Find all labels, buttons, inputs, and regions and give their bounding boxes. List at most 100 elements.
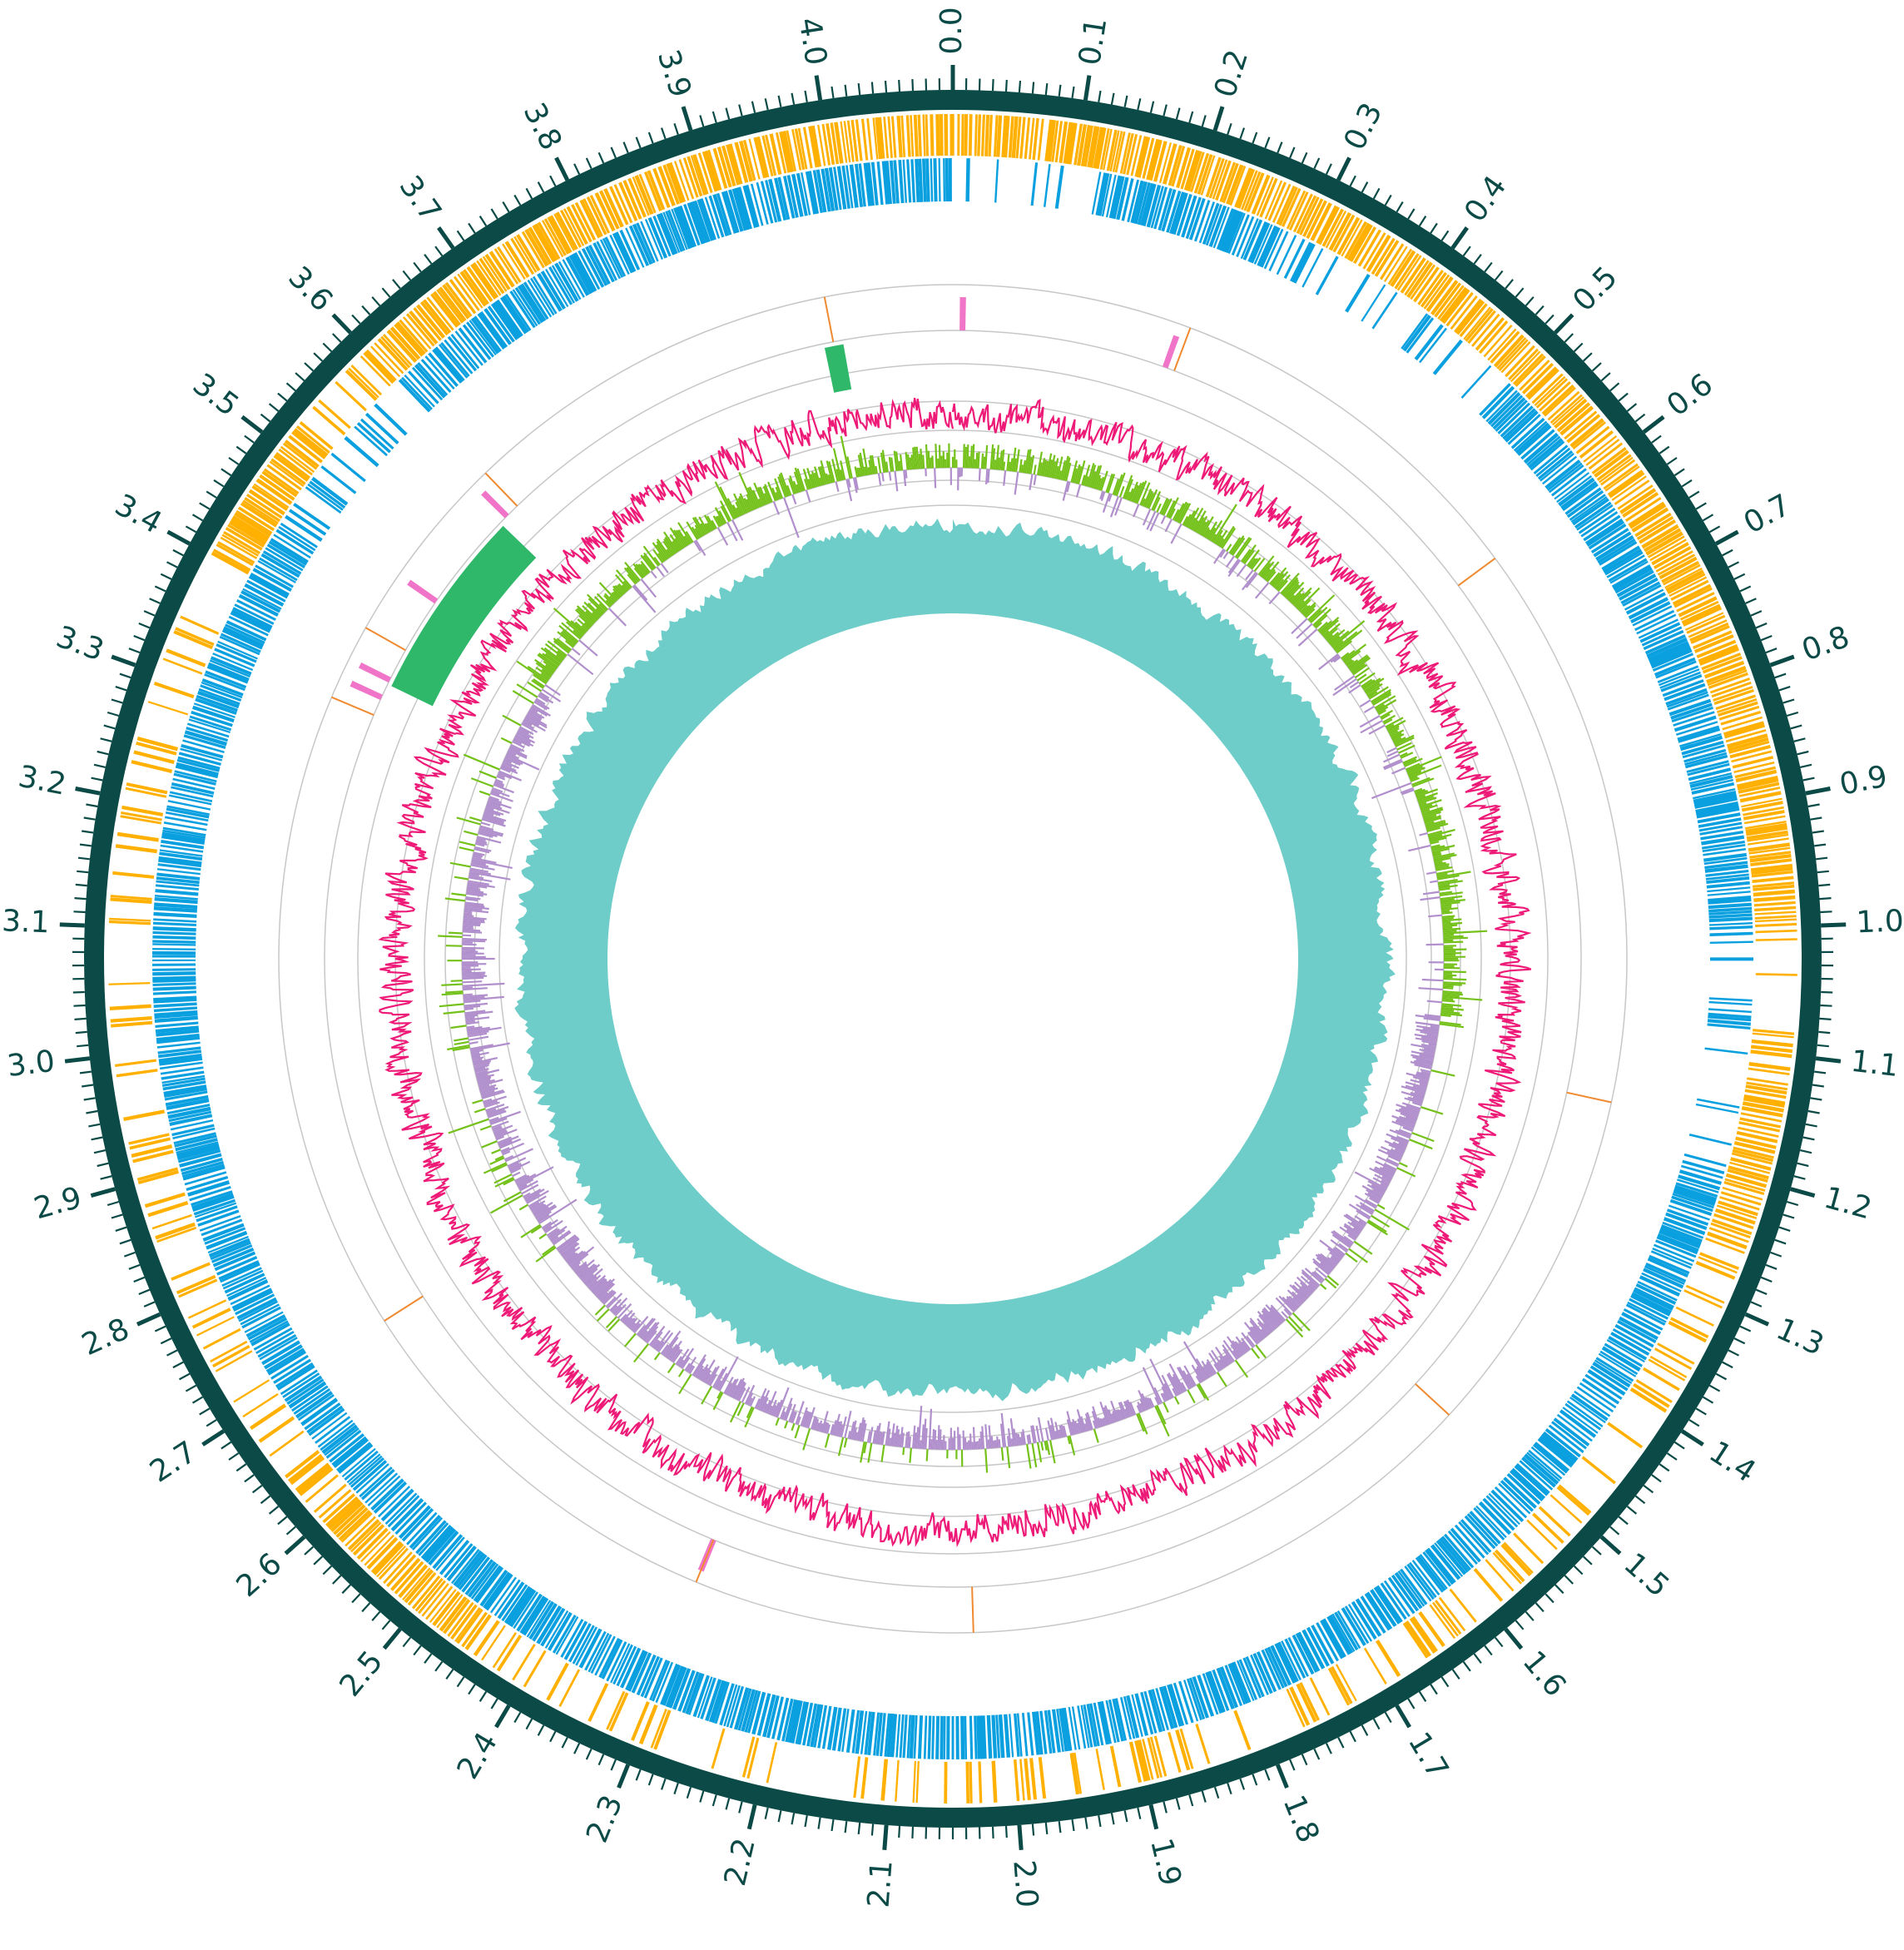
gc-skew-negative xyxy=(1017,1433,1021,1446)
gc-skew-positive xyxy=(1388,727,1400,735)
forward-gene xyxy=(1588,442,1624,470)
gc-skew-positive xyxy=(516,660,548,683)
minor-tick xyxy=(206,1419,217,1427)
forward-gene xyxy=(1513,1532,1545,1565)
gc-skew-positive xyxy=(633,567,644,579)
reverse-gene xyxy=(906,1714,912,1759)
reverse-gene xyxy=(1684,754,1728,769)
forward-gene xyxy=(1296,195,1317,235)
reverse-gene xyxy=(776,1697,790,1741)
reverse-gene xyxy=(1707,1019,1751,1026)
gc-skew-positive xyxy=(1141,498,1146,506)
reverse-gene xyxy=(1176,193,1192,236)
gc-skew-negative xyxy=(895,1429,900,1447)
gc-skew-negative xyxy=(492,786,503,793)
gc-skew-positive xyxy=(592,612,600,620)
minor-tick xyxy=(1573,1565,1584,1575)
gc-skew-positive xyxy=(609,595,617,603)
gc-skew-negative xyxy=(1118,1409,1125,1420)
gc-skew-positive xyxy=(775,492,780,500)
gc-skew-negative xyxy=(663,1337,679,1357)
gc-skew-negative xyxy=(523,718,546,732)
gc-skew-negative xyxy=(761,1397,769,1412)
forward-gene xyxy=(275,451,311,479)
reverse-gene xyxy=(1708,1000,1753,1006)
reverse-gene xyxy=(1229,1662,1250,1704)
rna-feature-pink xyxy=(959,297,966,331)
forward-gene xyxy=(1714,1208,1756,1225)
forward-gene xyxy=(290,1456,325,1486)
reverse-gene xyxy=(1646,637,1688,658)
gc-skew-positive xyxy=(1044,460,1049,477)
reverse-gene xyxy=(960,1715,965,1759)
gc-skew-negative xyxy=(523,1192,531,1198)
gc-skew-positive xyxy=(1440,899,1465,904)
forward-gene xyxy=(423,299,452,334)
forward-gene xyxy=(1299,1682,1320,1721)
gc-skew-positive xyxy=(927,450,930,469)
minor-tick xyxy=(738,1801,743,1814)
forward-gene xyxy=(1406,261,1433,299)
minor-tick xyxy=(160,573,172,580)
forward-gene xyxy=(895,1759,900,1802)
minor-tick xyxy=(1626,1506,1638,1515)
minor-tick xyxy=(1137,1807,1142,1819)
gc-skew-positive xyxy=(811,470,818,488)
gc-skew-positive xyxy=(1056,456,1064,479)
forward-gene xyxy=(234,512,272,538)
reverse-gene xyxy=(1487,392,1521,425)
gc-skew-negative xyxy=(468,1032,488,1038)
reverse-gene xyxy=(1643,1268,1684,1289)
forward-gene xyxy=(1745,822,1787,834)
forward-gene xyxy=(1357,229,1381,267)
forward-gene xyxy=(1727,1169,1768,1183)
gc-skew-positive xyxy=(1362,677,1381,691)
minor-tick xyxy=(1384,194,1392,206)
minor-tick xyxy=(1252,1774,1258,1786)
gc-skew-negative xyxy=(1163,1383,1173,1399)
gc-skew-negative xyxy=(556,1234,577,1250)
reverse-gene xyxy=(678,205,697,248)
minor-tick xyxy=(1774,672,1787,679)
gc-skew-negative xyxy=(507,1157,527,1168)
gc-skew-negative xyxy=(1084,1418,1090,1431)
forward-gene xyxy=(678,159,695,200)
forward-gene xyxy=(225,527,263,551)
minor-tick xyxy=(1797,1162,1809,1168)
gc-skew-positive xyxy=(1138,1412,1148,1435)
gc-skew-positive xyxy=(1441,1000,1455,1003)
minor-tick xyxy=(1807,803,1820,808)
reverse-gene xyxy=(1371,291,1398,330)
forward-gene xyxy=(794,128,806,171)
gc-skew-positive xyxy=(1107,474,1116,494)
reverse-gene xyxy=(1347,1604,1372,1642)
rna-feature-pink xyxy=(407,579,439,604)
gc-skew-negative xyxy=(650,570,657,579)
gc-skew-positive xyxy=(1096,478,1103,490)
minor-tick xyxy=(86,1109,98,1114)
gc-skew-negative xyxy=(505,755,523,766)
forward-gene xyxy=(366,1536,399,1570)
reverse-gene xyxy=(716,192,732,236)
reverse-gene xyxy=(153,906,197,913)
gc-skew-negative xyxy=(833,1413,840,1436)
gc-skew-negative xyxy=(1126,1399,1135,1417)
gc-skew-positive xyxy=(677,522,692,544)
gc-skew-positive xyxy=(1008,461,1011,472)
forward-gene xyxy=(1544,386,1576,417)
reverse-gene xyxy=(1056,1709,1064,1752)
reverse-gene xyxy=(1498,1482,1531,1515)
minor-tick xyxy=(660,1778,667,1790)
reverse-gene xyxy=(628,225,650,266)
minor-tick xyxy=(1790,724,1802,730)
gc-skew-negative xyxy=(1035,1426,1041,1442)
forward-gene xyxy=(880,1759,889,1801)
gc-skew-positive xyxy=(729,1401,741,1423)
minor-tick xyxy=(244,434,255,444)
gc-skew-positive xyxy=(1040,458,1046,476)
gc-skew-positive xyxy=(1417,792,1438,801)
reverse-gene xyxy=(1263,228,1284,270)
reverse-gene xyxy=(609,234,630,275)
minor-tick xyxy=(1175,107,1181,120)
forward-gene xyxy=(1335,1664,1357,1702)
